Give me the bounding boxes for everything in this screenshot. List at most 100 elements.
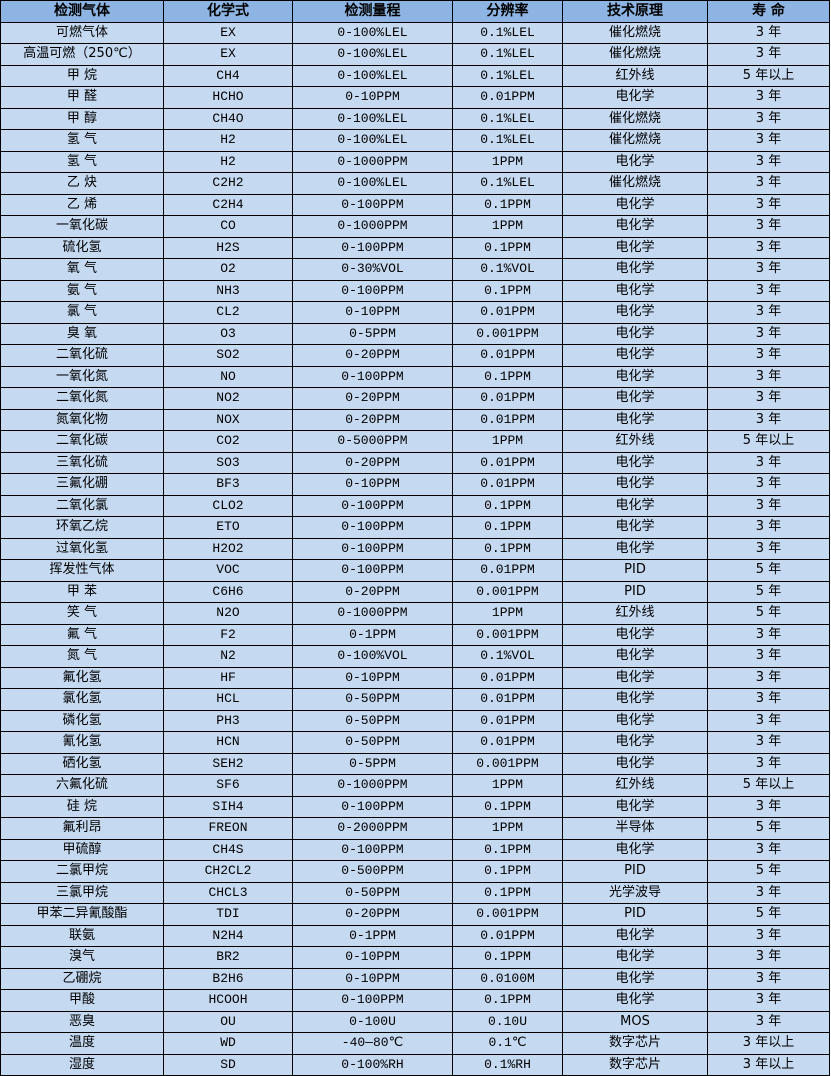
table-row: 甲苯二异氰酸酯 TDI 0-20PPM 0.001PPM PID 5 年 bbox=[0, 903, 830, 926]
cell-resolution: 0.10U bbox=[452, 1010, 563, 1033]
cell-technology-principle: 电化学 bbox=[562, 623, 708, 646]
cell-technology-principle: 光学波导 bbox=[562, 881, 708, 904]
table-row: 三氯甲烷 CHCL3 0-50PPM 0.1PPM 光学波导 3 年 bbox=[0, 881, 830, 904]
cell-gas-name: 氢 气 bbox=[0, 129, 164, 152]
table-row: 氟化氢 HF 0-10PPM 0.01PPM 电化学 3 年 bbox=[0, 666, 830, 689]
cell-resolution: 0.01PPM bbox=[452, 924, 563, 947]
cell-detection-range: 0-100PPM bbox=[292, 795, 453, 818]
cell-chemical-formula: HCN bbox=[163, 731, 293, 754]
cell-lifespan: 5 年 bbox=[707, 817, 830, 840]
cell-lifespan: 3 年 bbox=[707, 1010, 830, 1033]
table-row: 甲 醇 CH4O 0-100%LEL 0.1%LEL 催化燃烧 3 年 bbox=[0, 107, 830, 130]
table-row: 氰化氢 HCN 0-50PPM 0.01PPM 电化学 3 年 bbox=[0, 731, 830, 754]
cell-resolution: 1PPM bbox=[452, 602, 563, 625]
cell-lifespan: 3 年 bbox=[707, 258, 830, 281]
cell-detection-range: 0-100%LEL bbox=[292, 21, 453, 44]
cell-technology-principle: 红外线 bbox=[562, 774, 708, 797]
table-row: 六氟化硫 SF6 0-1000PPM 1PPM 红外线 5 年以上 bbox=[0, 774, 830, 797]
cell-resolution: 0.01PPM bbox=[452, 688, 563, 711]
cell-lifespan: 3 年 bbox=[707, 344, 830, 367]
header-gas-name: 检测气体 bbox=[0, 0, 164, 23]
cell-gas-name: 六氟化硫 bbox=[0, 774, 164, 797]
cell-resolution: 1PPM bbox=[452, 774, 563, 797]
cell-chemical-formula: HCHO bbox=[163, 86, 293, 109]
cell-detection-range: 0-20PPM bbox=[292, 580, 453, 603]
cell-technology-principle: 电化学 bbox=[562, 537, 708, 560]
cell-gas-name: 硅 烷 bbox=[0, 795, 164, 818]
cell-technology-principle: 电化学 bbox=[562, 709, 708, 732]
cell-detection-range: 0-50PPM bbox=[292, 709, 453, 732]
cell-chemical-formula: ETO bbox=[163, 516, 293, 539]
cell-lifespan: 3 年 bbox=[707, 838, 830, 861]
cell-technology-principle: 电化学 bbox=[562, 387, 708, 410]
cell-gas-name: 挥发性气体 bbox=[0, 559, 164, 582]
cell-chemical-formula: BF3 bbox=[163, 473, 293, 496]
cell-lifespan: 3 年 bbox=[707, 322, 830, 345]
table-row: 一氧化氮 NO 0-100PPM 0.1PPM 电化学 3 年 bbox=[0, 365, 830, 388]
cell-resolution: 0.01PPM bbox=[452, 301, 563, 324]
cell-technology-principle: 电化学 bbox=[562, 301, 708, 324]
cell-chemical-formula: CH2CL2 bbox=[163, 860, 293, 883]
cell-gas-name: 甲硫醇 bbox=[0, 838, 164, 861]
header-technology-principle: 技术原理 bbox=[562, 0, 708, 23]
cell-lifespan: 3 年 bbox=[707, 731, 830, 754]
cell-gas-name: 乙 炔 bbox=[0, 172, 164, 195]
cell-technology-principle: 半导体 bbox=[562, 817, 708, 840]
cell-gas-name: 二氧化氮 bbox=[0, 387, 164, 410]
cell-lifespan: 5 年 bbox=[707, 559, 830, 582]
cell-chemical-formula: CL2 bbox=[163, 301, 293, 324]
cell-lifespan: 3 年 bbox=[707, 43, 830, 66]
cell-gas-name: 氟利昂 bbox=[0, 817, 164, 840]
cell-resolution: 0.01PPM bbox=[452, 473, 563, 496]
cell-detection-range: 0-1000PPM bbox=[292, 215, 453, 238]
cell-resolution: 1PPM bbox=[452, 430, 563, 453]
cell-detection-range: 0-20PPM bbox=[292, 408, 453, 431]
cell-chemical-formula: B2H6 bbox=[163, 967, 293, 990]
cell-resolution: 0.001PPM bbox=[452, 623, 563, 646]
cell-lifespan: 5 年以上 bbox=[707, 64, 830, 87]
cell-detection-range: 0-10PPM bbox=[292, 86, 453, 109]
cell-technology-principle: 电化学 bbox=[562, 731, 708, 754]
cell-lifespan: 3 年 bbox=[707, 688, 830, 711]
cell-detection-range: 0-100PPM bbox=[292, 559, 453, 582]
table-row: 二氧化氯 CLO2 0-100PPM 0.1PPM 电化学 3 年 bbox=[0, 494, 830, 517]
cell-chemical-formula: SO3 bbox=[163, 451, 293, 474]
cell-technology-principle: 电化学 bbox=[562, 838, 708, 861]
cell-resolution: 0.1PPM bbox=[452, 989, 563, 1012]
cell-resolution: 0.01PPM bbox=[452, 709, 563, 732]
cell-technology-principle: 电化学 bbox=[562, 516, 708, 539]
cell-gas-name: 氯 气 bbox=[0, 301, 164, 324]
cell-technology-principle: 电化学 bbox=[562, 645, 708, 668]
header-chemical-formula: 化学式 bbox=[163, 0, 293, 23]
cell-chemical-formula: CHCL3 bbox=[163, 881, 293, 904]
cell-detection-range: 0-1000PPM bbox=[292, 774, 453, 797]
cell-technology-principle: 电化学 bbox=[562, 215, 708, 238]
table-row: 氮 气 N2 0-100%VOL 0.1%VOL 电化学 3 年 bbox=[0, 645, 830, 668]
cell-lifespan: 3 年 bbox=[707, 623, 830, 646]
cell-chemical-formula: CO bbox=[163, 215, 293, 238]
cell-detection-range: 0-10PPM bbox=[292, 967, 453, 990]
cell-detection-range: 0-10PPM bbox=[292, 473, 453, 496]
cell-resolution: 0.01PPM bbox=[452, 387, 563, 410]
cell-gas-name: 硒化氢 bbox=[0, 752, 164, 775]
cell-technology-principle: 数字芯片 bbox=[562, 1032, 708, 1055]
cell-gas-name: 甲苯二异氰酸酯 bbox=[0, 903, 164, 926]
cell-gas-name: 甲 苯 bbox=[0, 580, 164, 603]
cell-gas-name: 甲酸 bbox=[0, 989, 164, 1012]
cell-resolution: 0.1PPM bbox=[452, 193, 563, 216]
header-detection-range: 检测量程 bbox=[292, 0, 453, 23]
cell-gas-name: 可燃气体 bbox=[0, 21, 164, 44]
cell-gas-name: 氢 气 bbox=[0, 150, 164, 173]
cell-chemical-formula: F2 bbox=[163, 623, 293, 646]
cell-technology-principle: PID bbox=[562, 903, 708, 926]
cell-chemical-formula: C2H4 bbox=[163, 193, 293, 216]
table-row: 溴气 BR2 0-10PPM 0.1PPM 电化学 3 年 bbox=[0, 946, 830, 969]
cell-lifespan: 3 年 bbox=[707, 881, 830, 904]
cell-technology-principle: 电化学 bbox=[562, 236, 708, 259]
cell-lifespan: 3 年 bbox=[707, 645, 830, 668]
table-row: 氧 气 O2 0-30%VOL 0.1%VOL 电化学 3 年 bbox=[0, 258, 830, 281]
cell-resolution: 0.1PPM bbox=[452, 881, 563, 904]
cell-lifespan: 3 年 bbox=[707, 666, 830, 689]
table-row: 挥发性气体 VOC 0-100PPM 0.01PPM PID 5 年 bbox=[0, 559, 830, 582]
